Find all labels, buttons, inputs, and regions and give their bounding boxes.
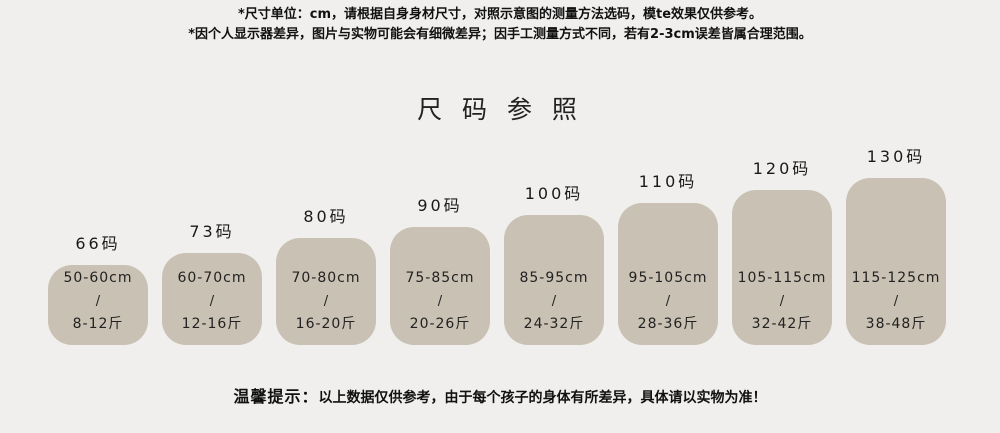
size-column-73: 73码 60-70cm / 12-16斤: [162, 218, 262, 345]
range-separator: /: [95, 294, 101, 309]
size-box: 95-105cm / 28-36斤: [618, 203, 718, 345]
size-box: 85-95cm / 24-32斤: [504, 215, 604, 345]
size-box: 75-85cm / 20-26斤: [390, 227, 490, 345]
weight-range: 24-32斤: [523, 316, 585, 332]
footer-note: 温馨提示：以上数据仅供参考，由于每个孩子的身体有所差异，具体请以实物为准！: [0, 383, 1000, 407]
height-range: 70-80cm: [291, 270, 361, 286]
size-label: 73码: [189, 222, 235, 241]
size-label: 130码: [866, 147, 926, 166]
size-column-120: 120码 105-115cm / 32-42斤: [732, 155, 832, 345]
weight-range: 32-42斤: [751, 316, 813, 332]
weight-range: 16-20斤: [295, 316, 357, 332]
size-chart: 66码 50-60cm / 8-12斤 73码 60-70cm / 12-16斤…: [48, 143, 946, 345]
height-range: 75-85cm: [405, 270, 475, 286]
size-column-80: 80码 70-80cm / 16-20斤: [276, 203, 376, 345]
size-label: 66码: [75, 234, 121, 253]
size-column-90: 90码 75-85cm / 20-26斤: [390, 192, 490, 345]
height-range: 85-95cm: [519, 270, 589, 286]
height-range: 95-105cm: [628, 270, 708, 286]
size-column-130: 130码 115-125cm / 38-48斤: [846, 143, 946, 345]
size-box: 115-125cm / 38-48斤: [846, 178, 946, 345]
size-label: 80码: [303, 207, 349, 226]
height-range: 105-115cm: [737, 270, 827, 286]
size-label: 120码: [752, 159, 812, 178]
size-label: 100码: [524, 184, 584, 203]
disclaimer-line-2: *因个人显示器差异，图片与实物可能会有细微差异；因手工测量方式不同，若有2-3c…: [188, 27, 812, 42]
weight-range: 12-16斤: [181, 316, 243, 332]
size-column-100: 100码 85-95cm / 24-32斤: [504, 180, 604, 345]
range-separator: /: [779, 294, 785, 309]
size-column-110: 110码 95-105cm / 28-36斤: [618, 168, 718, 345]
disclaimer-line-1: *尺寸单位：cm，请根据自身身材尺寸，对照示意图的测量方法选码，模te效果仅供参…: [237, 7, 763, 22]
page-title: 尺 码 参 照: [417, 95, 583, 124]
size-column-66: 66码 50-60cm / 8-12斤: [48, 230, 148, 345]
range-separator: /: [437, 294, 443, 309]
range-separator: /: [893, 294, 899, 309]
range-separator: /: [551, 294, 557, 309]
size-label: 110码: [638, 172, 698, 191]
size-box: 60-70cm / 12-16斤: [162, 253, 262, 345]
footer-note-prefix: 温馨提示：: [233, 387, 319, 406]
range-separator: /: [209, 294, 215, 309]
disclaimer-text: *尺寸单位：cm，请根据自身身材尺寸，对照示意图的测量方法选码，模te效果仅供参…: [0, 5, 1000, 45]
size-box: 70-80cm / 16-20斤: [276, 238, 376, 345]
size-box: 50-60cm / 8-12斤: [48, 265, 148, 345]
range-separator: /: [665, 294, 671, 309]
weight-range: 20-26斤: [409, 316, 471, 332]
weight-range: 28-36斤: [637, 316, 699, 332]
size-box: 105-115cm / 32-42斤: [732, 190, 832, 345]
height-range: 60-70cm: [177, 270, 247, 286]
range-separator: /: [323, 294, 329, 309]
height-range: 115-125cm: [851, 270, 941, 286]
footer-note-text: 以上数据仅供参考，由于每个孩子的身体有所差异，具体请以实物为准！: [318, 390, 767, 406]
weight-range: 8-12斤: [72, 316, 124, 332]
size-label: 90码: [417, 196, 463, 215]
weight-range: 38-48斤: [865, 316, 927, 332]
height-range: 50-60cm: [63, 270, 133, 286]
